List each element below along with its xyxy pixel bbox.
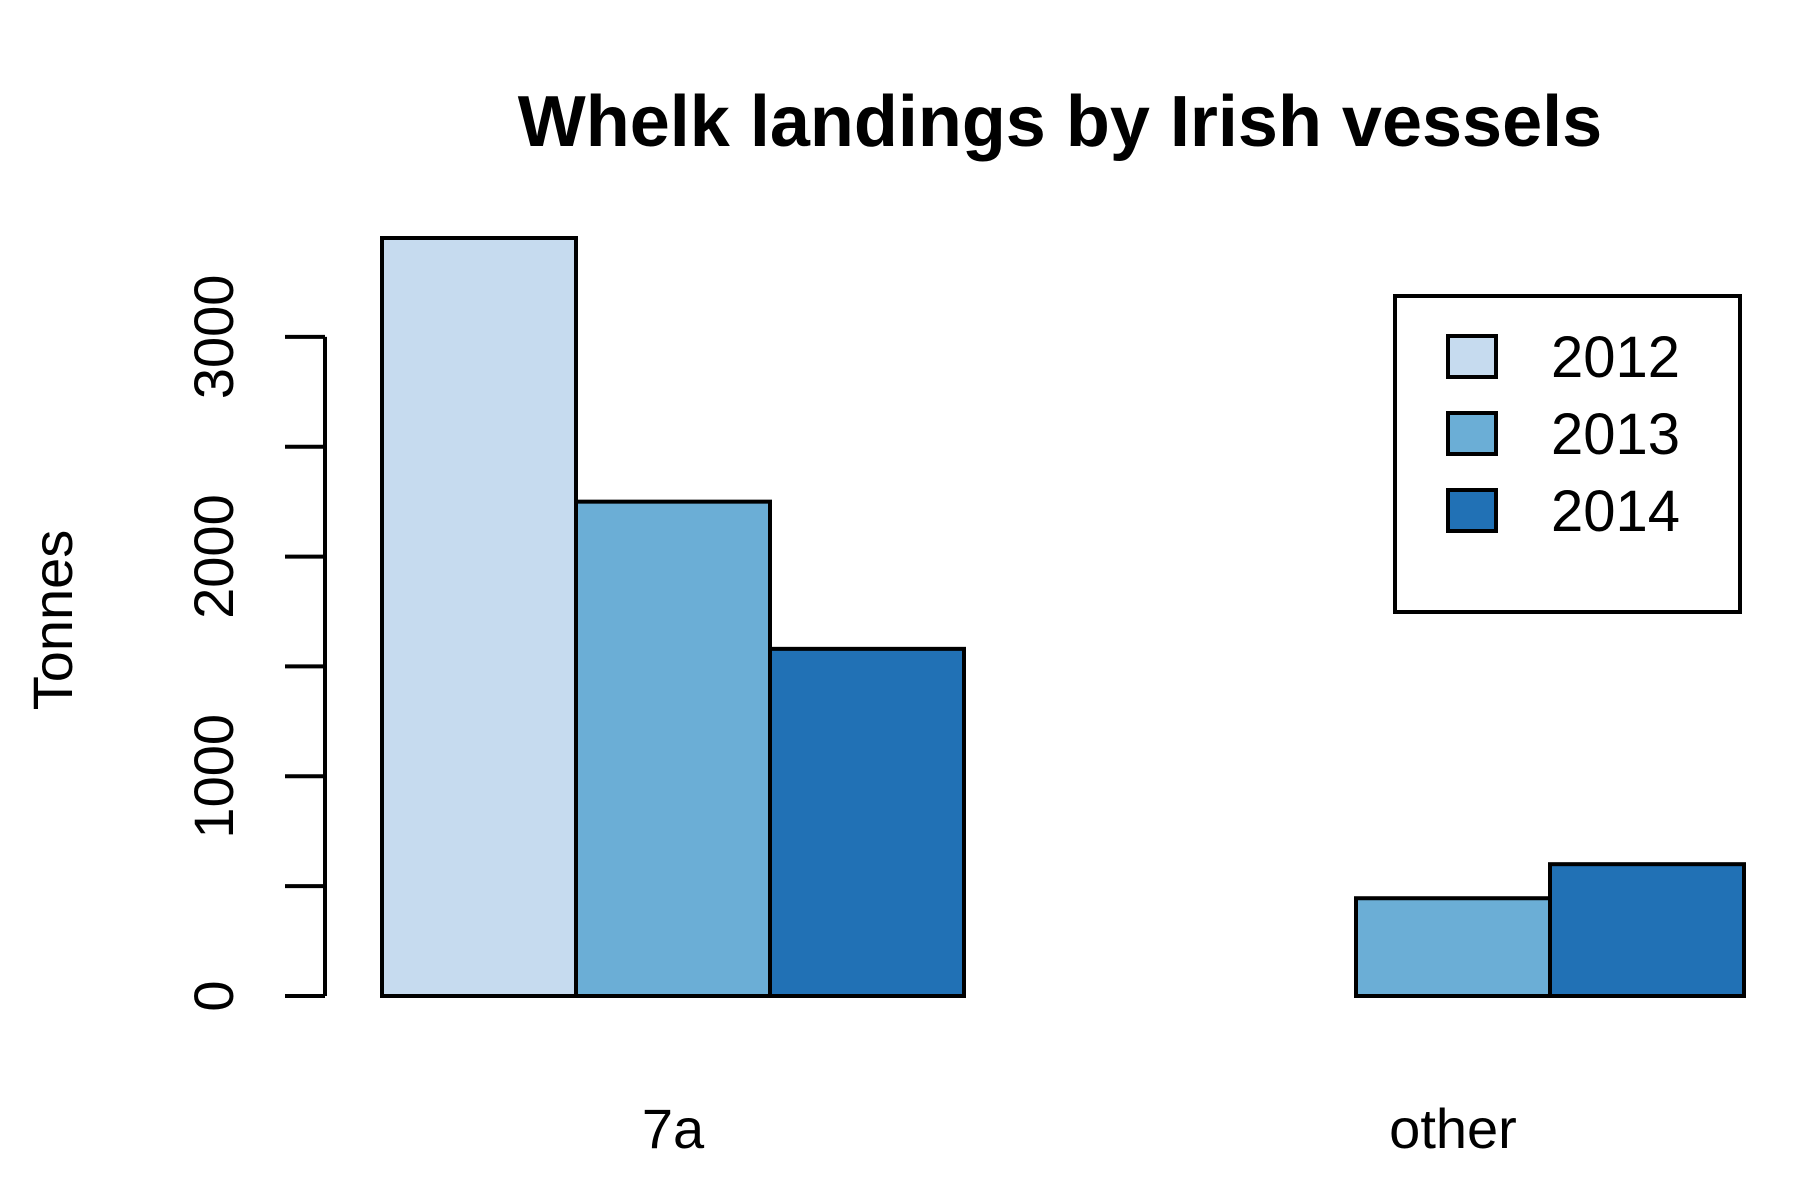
y-tick-label: 2000 (182, 494, 245, 619)
bar-7a-2012 (380, 236, 578, 998)
legend: 2012 2013 2014 (1393, 294, 1742, 614)
x-label-7a: 7a (642, 1097, 705, 1160)
x-label-other: other (1389, 1097, 1517, 1160)
y-axis-label: Tonnes (21, 530, 84, 711)
bars (380, 236, 1746, 999)
legend-swatch-2012 (1446, 334, 1498, 379)
y-tick-label: 0 (182, 980, 245, 1011)
chart-title: Whelk landings by Irish vessels (518, 82, 1602, 162)
legend-label-2013: 2013 (1551, 402, 1680, 467)
legend-swatch-2014 (1446, 488, 1498, 533)
x-axis-labels: 7a other (642, 1097, 1517, 1160)
legend-label-2014: 2014 (1551, 479, 1680, 544)
y-tick-label: 1000 (182, 714, 245, 839)
bar-other-2014 (1548, 862, 1746, 998)
bar-7a-2014 (768, 646, 966, 998)
y-axis: 0 1000 2000 3000 (182, 275, 327, 1012)
y-tick-label: 3000 (182, 275, 245, 400)
legend-label-2012: 2012 (1551, 325, 1680, 390)
legend-swatch-2013 (1446, 411, 1498, 456)
bar-7a-2013 (574, 499, 772, 998)
bar-other-2013 (1354, 896, 1552, 999)
legend-items: 2012 2013 2014 (1446, 325, 1680, 544)
